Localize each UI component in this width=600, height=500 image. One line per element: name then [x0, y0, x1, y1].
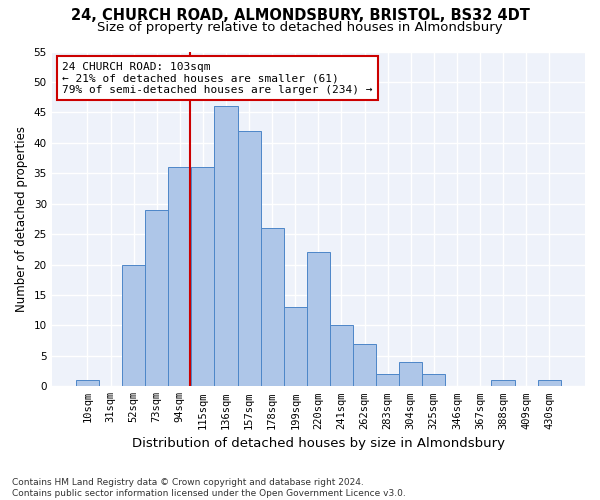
Text: Contains HM Land Registry data © Crown copyright and database right 2024.
Contai: Contains HM Land Registry data © Crown c…: [12, 478, 406, 498]
Bar: [214, 106, 238, 386]
Text: Size of property relative to detached houses in Almondsbury: Size of property relative to detached ho…: [97, 21, 503, 34]
Bar: [145, 210, 168, 386]
Bar: [353, 344, 376, 386]
Text: 24 CHURCH ROAD: 103sqm
← 21% of detached houses are smaller (61)
79% of semi-det: 24 CHURCH ROAD: 103sqm ← 21% of detached…: [62, 62, 373, 94]
Bar: [307, 252, 330, 386]
Bar: [122, 264, 145, 386]
Bar: [238, 130, 260, 386]
Bar: [538, 380, 561, 386]
Bar: [76, 380, 99, 386]
Bar: [376, 374, 399, 386]
Bar: [330, 326, 353, 386]
X-axis label: Distribution of detached houses by size in Almondsbury: Distribution of detached houses by size …: [132, 437, 505, 450]
Bar: [422, 374, 445, 386]
Bar: [284, 307, 307, 386]
Bar: [260, 228, 284, 386]
Y-axis label: Number of detached properties: Number of detached properties: [15, 126, 28, 312]
Bar: [191, 167, 214, 386]
Bar: [168, 167, 191, 386]
Bar: [491, 380, 515, 386]
Bar: [399, 362, 422, 386]
Text: 24, CHURCH ROAD, ALMONDSBURY, BRISTOL, BS32 4DT: 24, CHURCH ROAD, ALMONDSBURY, BRISTOL, B…: [71, 8, 529, 22]
